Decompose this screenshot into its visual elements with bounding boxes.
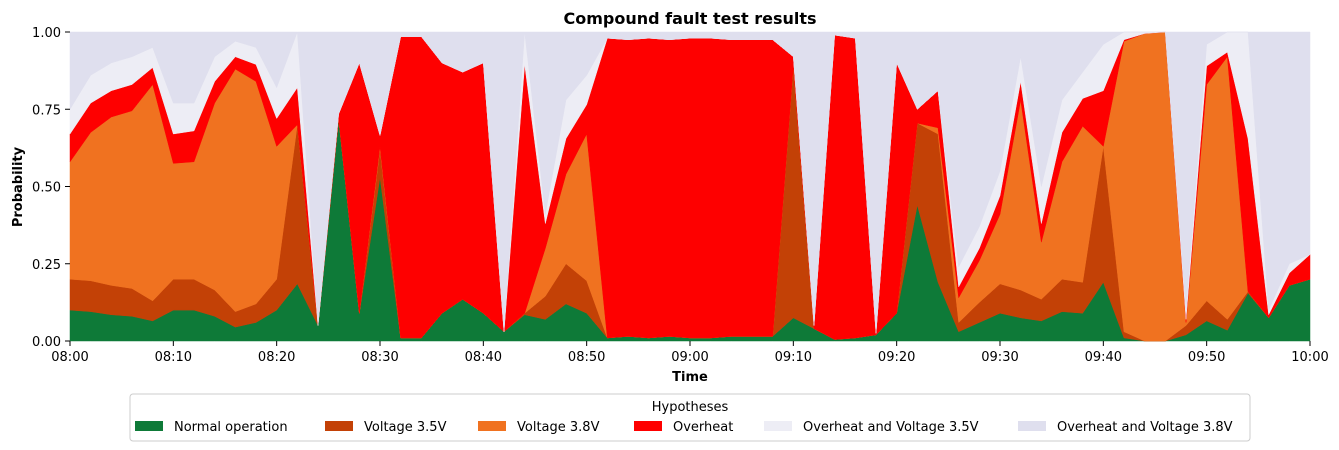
legend-swatch <box>764 421 792 431</box>
legend-swatch <box>325 421 353 431</box>
legend-label: Voltage 3.5V <box>364 420 447 435</box>
x-tick-label: 09:20 <box>878 350 915 365</box>
x-tick-label: 10:00 <box>1291 350 1328 365</box>
x-tick-label: 08:20 <box>258 350 295 365</box>
legend-swatch <box>1018 421 1046 431</box>
y-tick-label: 0.50 <box>32 181 61 196</box>
x-tick-label: 08:30 <box>361 350 398 365</box>
legend-item-overheat-and-voltage-3-8v: Overheat and Voltage 3.8V <box>1018 420 1233 435</box>
x-tick-label: 09:50 <box>1188 350 1225 365</box>
legend-item-overheat-and-voltage-3-5v: Overheat and Voltage 3.5V <box>764 420 979 435</box>
x-tick-label: 08:40 <box>465 350 502 365</box>
y-tick-label: 0.75 <box>32 103 61 118</box>
y-tick-label: 0.25 <box>32 258 61 273</box>
stacked-areas <box>69 31 1311 342</box>
y-tick-label: 1.00 <box>32 26 61 41</box>
legend-items: Normal operation Voltage 3.5V Voltage 3.8V… <box>135 420 1233 435</box>
legend-frame <box>129 393 1251 442</box>
legend-title: Hypotheses <box>652 400 729 415</box>
legend-swatch <box>634 421 662 431</box>
x-tick-label: 09:00 <box>671 350 708 365</box>
x-axis-label: Time <box>672 370 708 385</box>
legend-label: Overheat <box>673 420 733 435</box>
y-tick-label: 0.00 <box>32 335 61 350</box>
legend-label: Overheat and Voltage 3.8V <box>1057 420 1233 435</box>
x-tick-label: 08:10 <box>155 350 192 365</box>
x-tick-label: 08:00 <box>51 350 88 365</box>
legend-item-normal-operation: Normal operation <box>135 420 288 435</box>
legend-item-voltage-3-5v: Voltage 3.5V <box>325 420 447 435</box>
x-tick-label: 09:30 <box>981 350 1018 365</box>
y-axis-ticks: 0.00 0.25 0.50 0.75 1.00 <box>32 26 70 350</box>
x-tick-label: 09:10 <box>775 350 812 365</box>
legend-item-voltage-3-8v: Voltage 3.8V <box>478 420 600 435</box>
x-tick-label: 09:40 <box>1085 350 1122 365</box>
legend: Hypotheses Normal operation Voltage 3.5V V… <box>129 393 1251 442</box>
x-tick-label: 08:50 <box>568 350 605 365</box>
area-overheat-and-voltage-3-8v <box>69 31 1311 334</box>
chart-title: Compound fault test results <box>563 9 816 28</box>
y-axis-label: Probability <box>11 146 26 227</box>
legend-label: Normal operation <box>174 420 288 435</box>
legend-label: Voltage 3.8V <box>517 420 600 435</box>
legend-swatch <box>135 421 163 431</box>
legend-label: Overheat and Voltage 3.5V <box>803 420 979 435</box>
legend-swatch <box>478 421 506 431</box>
legend-item-overheat: Overheat <box>634 420 733 435</box>
x-axis-ticks: 08:00 08:10 08:20 08:30 08:40 08:50 09:00 09:10… <box>51 341 1329 365</box>
